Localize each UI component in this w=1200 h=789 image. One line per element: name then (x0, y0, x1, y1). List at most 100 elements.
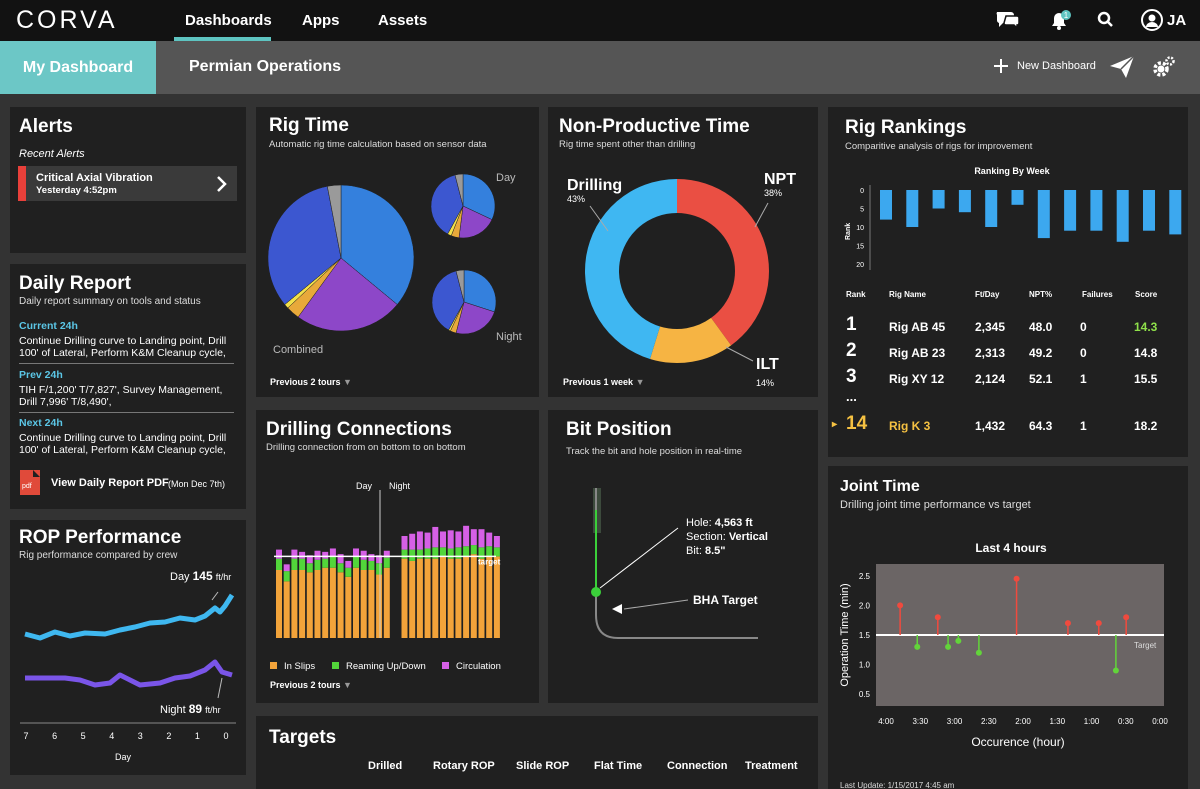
pie-night-slice (455, 269, 465, 303)
connection-bar-segment (337, 572, 344, 638)
rank-y-tick: 15 (856, 244, 864, 251)
legend-swatch-reaming (332, 662, 339, 669)
pie-day-label: Day (496, 172, 516, 184)
plus-icon (994, 59, 1008, 73)
joint-y-tick: 1.5 (859, 631, 871, 640)
rop-night-unit: ft/hr (205, 705, 221, 715)
pie-day-slice (454, 173, 464, 207)
settings-gear-icon[interactable] (1150, 54, 1178, 80)
connection-bar-segment (276, 549, 282, 559)
user-avatar-icon[interactable] (1140, 8, 1164, 32)
target-label: Target (1134, 641, 1157, 650)
joint-point (897, 602, 904, 609)
connection-bar-segment (401, 536, 408, 550)
view-daily-report-pdf-link[interactable]: View Daily Report PDF (51, 477, 169, 489)
chat-icon[interactable] (994, 8, 1022, 32)
connection-bar-segment (314, 559, 321, 570)
rop-x-tick: 4 (109, 731, 114, 741)
joint-y-tick: 1.0 (859, 661, 871, 670)
rank-number: 3 (846, 366, 857, 387)
day-label: Day (356, 481, 373, 491)
npt-period-dropdown[interactable]: Previous 1 week ▼ (563, 377, 644, 387)
connection-bar-segment (478, 529, 485, 548)
alert-item[interactable]: Critical Axial Vibration Yesterday 4:52p… (18, 166, 237, 201)
top-nav: CORVA Dashboards Apps Assets 1 JA (0, 0, 1200, 41)
connection-bar-segment (478, 558, 485, 638)
connection-bar-segment (383, 550, 390, 558)
legend-swatch-circulation (442, 662, 449, 669)
rig-rankings-panel (828, 107, 1188, 457)
rank-y-tick: 0 (860, 188, 864, 195)
joint-point (1013, 575, 1020, 582)
connection-bar-segment (353, 548, 359, 557)
connection-bar-segment (470, 554, 477, 638)
notification-bell-icon[interactable]: 1 (1047, 8, 1073, 32)
joint-point (1095, 620, 1102, 627)
ft-per-day: 2,345 (975, 320, 1006, 334)
connection-bar-segment (376, 563, 383, 575)
joint-point (1112, 667, 1119, 674)
targets-col-connection: Connection (667, 760, 728, 772)
rankings-header-failures: Failures (1082, 290, 1113, 299)
failures: 1 (1080, 372, 1087, 386)
nav-tab-dashboards[interactable]: Dashboards (185, 12, 272, 29)
corva-logo[interactable]: CORVA (16, 6, 118, 34)
divider (19, 412, 234, 413)
rig-time-period-dropdown[interactable]: Previous 2 tours ▼ (270, 377, 352, 387)
connection-bar-segment (440, 547, 446, 557)
connection-bar-segment (322, 567, 329, 638)
npt-segment-npt (677, 179, 769, 346)
npt-npt-name: NPT (764, 171, 796, 188)
connection-bar-segment (493, 556, 500, 638)
rank-bar (1116, 190, 1129, 242)
nav-tab-assets[interactable]: Assets (378, 12, 428, 29)
nav-tab-apps[interactable]: Apps (302, 12, 340, 29)
ranking-by-week-chart: Ranking By Week Rank 0 5 10 15 20 (845, 166, 1182, 270)
failures: 1 (1080, 419, 1087, 433)
connection-bar-segment (299, 570, 306, 638)
connection-bar-segment (306, 555, 313, 564)
share-paper-plane-icon[interactable] (1108, 54, 1136, 80)
connection-bar-segment (283, 581, 290, 638)
ft-per-day: 1,432 (975, 419, 1006, 433)
connection-bar-segment (283, 571, 290, 582)
rop-night-value: 89 (188, 702, 203, 716)
pdf-file-icon[interactable]: pdf (20, 470, 40, 495)
user-initials[interactable]: JA (1167, 12, 1187, 29)
new-dashboard-button[interactable]: New Dashboard (993, 58, 1096, 74)
tab-my-dashboard[interactable]: My Dashboard (0, 41, 156, 94)
rankings-header-rig-name: Rig Name (889, 290, 926, 299)
rig-name: Rig AB 23 (889, 346, 946, 360)
connection-bar-segment (314, 570, 321, 638)
tab-permian-operations[interactable]: Permian Operations (189, 58, 342, 75)
pie-combined-slice (267, 186, 342, 305)
caret-down-icon: ▼ (343, 680, 352, 690)
score: 15.5 (1134, 372, 1158, 386)
pie-night-slice (463, 269, 497, 313)
notification-badge: 1 (1064, 11, 1069, 20)
score: 14.8 (1134, 346, 1158, 360)
connection-bar-segment (463, 525, 470, 547)
drilling-connections-period-label: Previous 2 tours (270, 680, 341, 690)
connection-bar-segment (447, 530, 454, 549)
connection-bar-segment (440, 531, 446, 548)
pie-combined-slice (297, 257, 398, 332)
connection-bar-segment (463, 556, 470, 638)
bit-position-subtitle: Track the bit and hole position in real-… (566, 446, 743, 457)
drilling-connections-period-dropdown[interactable]: Previous 2 tours ▼ (270, 680, 352, 690)
hole-label: Hole: (686, 517, 712, 529)
rop-x-tick: 5 (81, 731, 86, 741)
connection-bar-segment (424, 532, 431, 549)
rank-bar (906, 190, 919, 227)
rank-bar (985, 190, 998, 227)
score: 18.2 (1134, 419, 1158, 433)
connection-bar-segment (322, 558, 329, 568)
legend-reaming: Reaming Up/Down (346, 661, 426, 672)
daily-report-subtitle: Daily report summary on tools and status (19, 296, 201, 307)
connection-bar-segment (337, 563, 344, 573)
connection-bar-segment (306, 572, 313, 638)
joint-x-tick: 1:00 (1084, 717, 1100, 726)
score: 14.3 (1134, 320, 1158, 334)
bit-readout: Bit: 8.5" (686, 545, 725, 557)
search-icon[interactable] (1096, 8, 1114, 32)
